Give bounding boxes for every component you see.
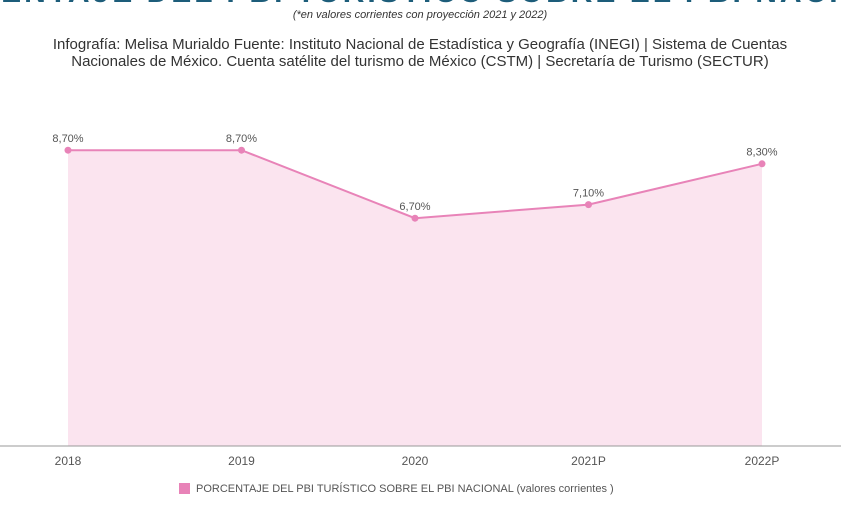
data-label: 7,10% <box>573 188 604 200</box>
legend-label: PORCENTAJE DEL PBI TURÍSTICO SOBRE EL PB… <box>196 482 614 495</box>
data-label: 8,70% <box>52 133 83 145</box>
chart-title: PORCENTAJE DEL PBI TURÍSTICO SOBRE EL PB… <box>0 0 841 9</box>
chart-subtitle: (*en valores corrientes con proyección 2… <box>293 9 548 21</box>
data-label: 6,70% <box>399 201 430 213</box>
point <box>411 214 419 222</box>
x-tick-label: 2018 <box>55 454 82 468</box>
x-tick-label: 2020 <box>402 454 429 468</box>
point <box>585 201 592 209</box>
x-tick-label: 2019 <box>228 454 255 468</box>
x-tick-label: 2022P <box>745 454 780 468</box>
point <box>238 146 245 154</box>
source-line: Nacionales de México. Cuenta satélite de… <box>71 53 768 70</box>
data-label: 8,30% <box>746 147 777 159</box>
legend-swatch <box>179 483 190 494</box>
x-tick-label: 2021P <box>571 454 606 468</box>
point <box>758 160 766 168</box>
point <box>64 146 72 154</box>
area-fill <box>68 150 762 446</box>
data-label: 8,70% <box>226 133 257 145</box>
source-line: Infografía: Melisa Murialdo Fuente: Inst… <box>53 36 787 53</box>
